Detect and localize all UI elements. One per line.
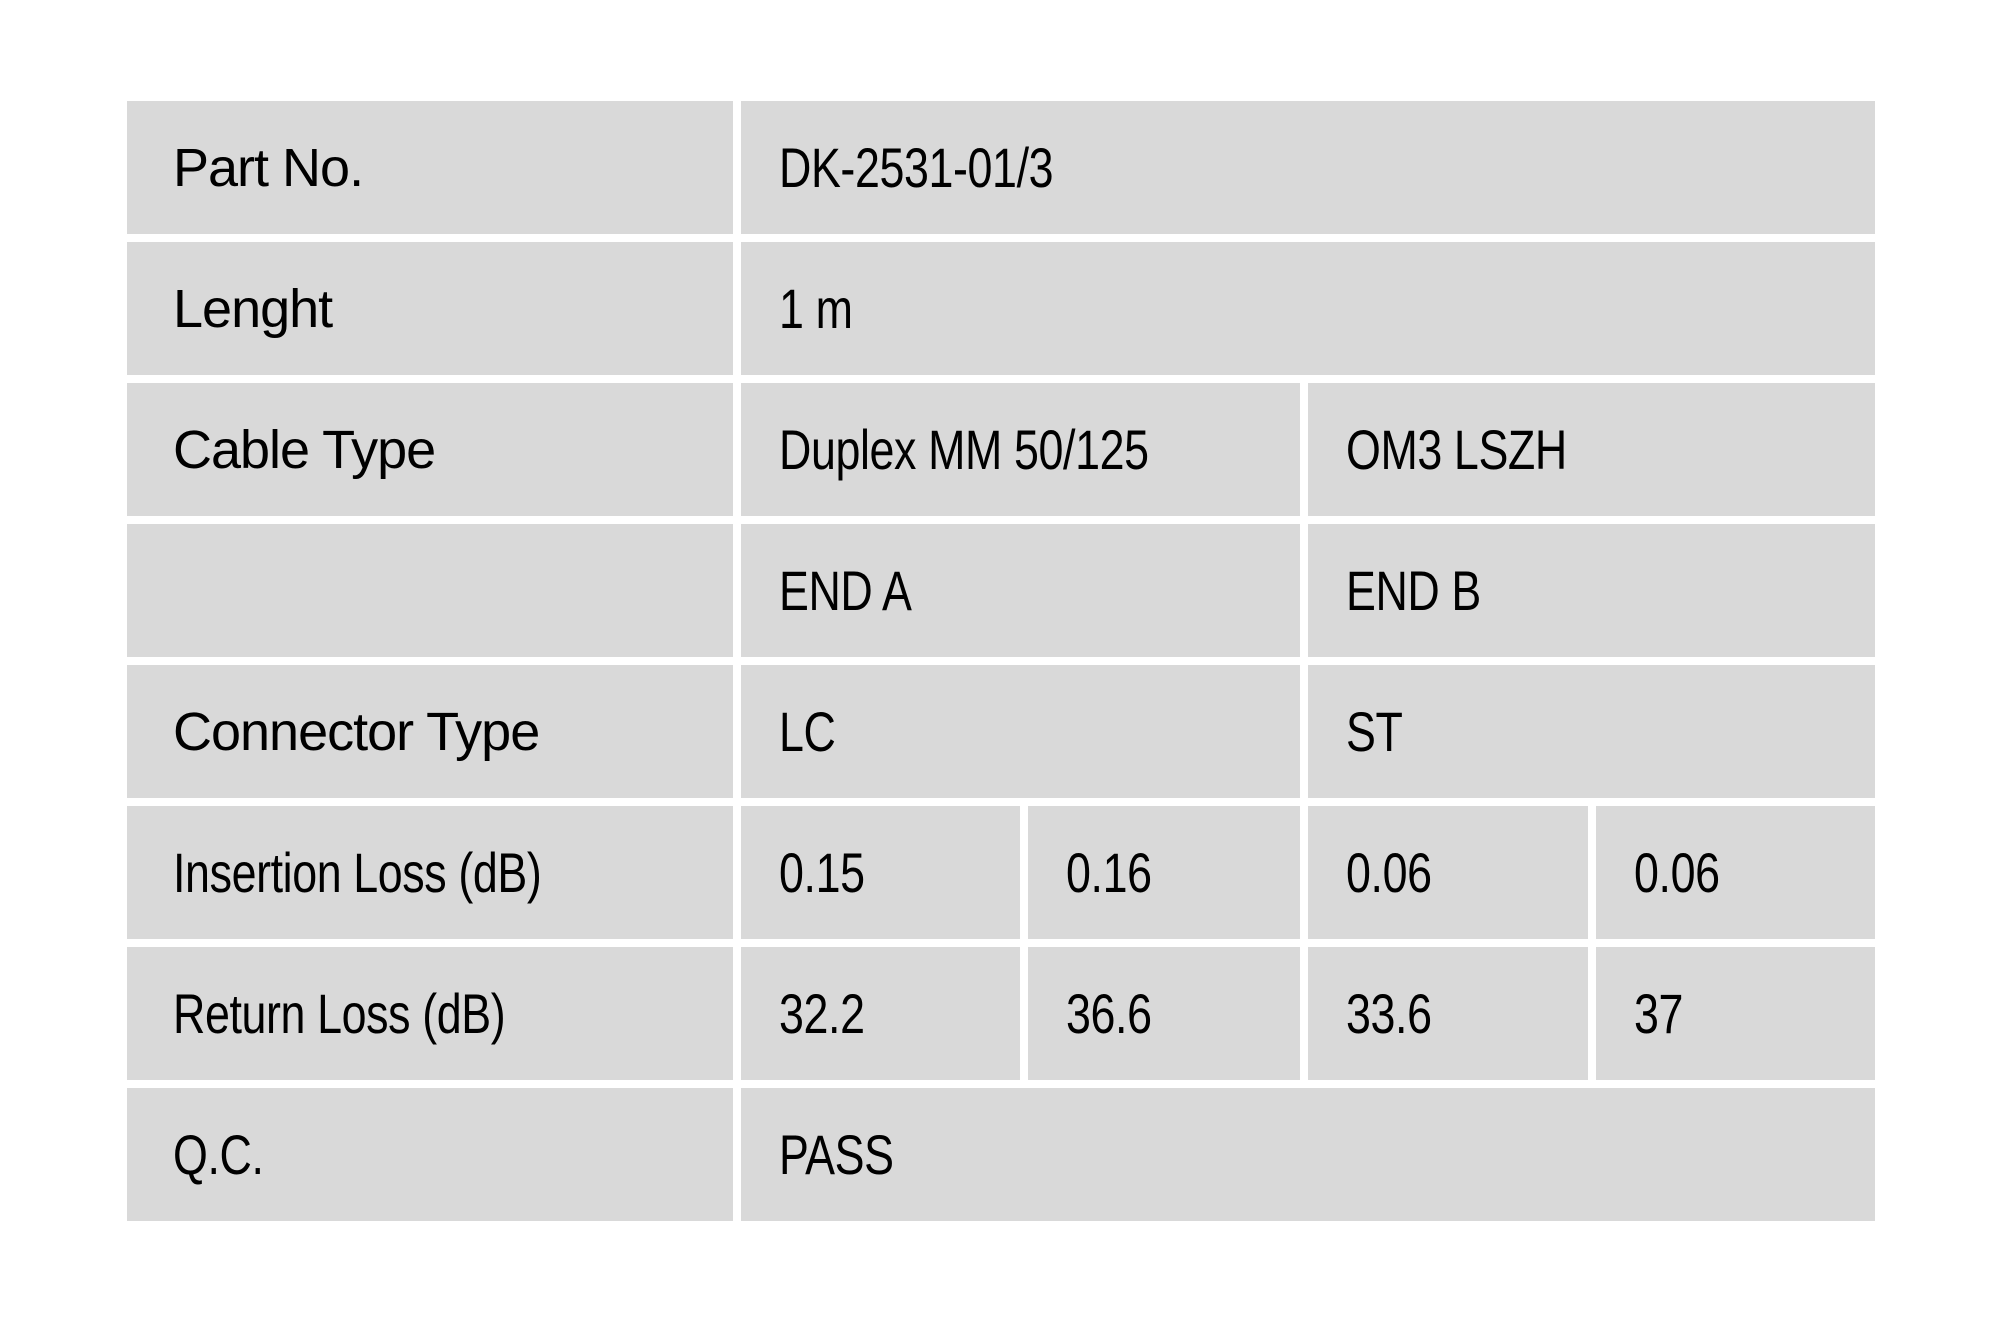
end-b-header: END B: [1346, 558, 1481, 622]
return-loss-end-b2-cell: 37: [1596, 947, 1875, 1080]
cable-type-label-cell: Cable Type: [127, 383, 733, 516]
return-loss-end-a1: 32.2: [779, 981, 865, 1045]
spec-table: Part No. DK-2531-01/3 Lenght 1 m Cable T…: [127, 101, 1875, 1221]
insertion-loss-end-a1-cell: 0.15: [741, 806, 1020, 939]
insertion-loss-label: Insertion Loss (dB): [173, 840, 542, 904]
length-value: 1 m: [779, 276, 853, 340]
insertion-loss-end-b1: 0.06: [1346, 840, 1432, 904]
insertion-loss-end-a2: 0.16: [1066, 840, 1152, 904]
insertion-loss-end-b2-cell: 0.06: [1596, 806, 1875, 939]
return-loss-label-cell: Return Loss (dB): [127, 947, 733, 1080]
insertion-loss-end-b2: 0.06: [1634, 840, 1720, 904]
qc-label-cell: Q.C.: [127, 1088, 733, 1221]
return-loss-label: Return Loss (dB): [173, 981, 506, 1045]
return-loss-end-b1-cell: 33.6: [1308, 947, 1588, 1080]
cable-type-value-2: OM3 LSZH: [1346, 417, 1567, 481]
cable-type-value-cell-1: Duplex MM 50/125: [741, 383, 1300, 516]
part-no-value: DK-2531-01/3: [779, 135, 1054, 199]
return-loss-end-a2: 36.6: [1066, 981, 1152, 1045]
return-loss-end-a1-cell: 32.2: [741, 947, 1020, 1080]
end-b-header-cell: END B: [1308, 524, 1875, 657]
insertion-loss-end-b1-cell: 0.06: [1308, 806, 1588, 939]
qc-result-value: PASS: [779, 1122, 894, 1186]
connector-type-end-b: ST: [1346, 699, 1403, 763]
cable-type-value-cell-2: OM3 LSZH: [1308, 383, 1875, 516]
qc-result-cell: PASS: [741, 1088, 1875, 1221]
part-no-label: Part No.: [173, 137, 364, 198]
return-loss-end-b1: 33.6: [1346, 981, 1432, 1045]
return-loss-end-b2: 37: [1634, 981, 1684, 1045]
cable-type-value-1: Duplex MM 50/125: [779, 417, 1149, 481]
connector-type-label-cell: Connector Type: [127, 665, 733, 798]
part-no-value-cell: DK-2531-01/3: [741, 101, 1875, 234]
length-label: Lenght: [173, 278, 333, 339]
connector-type-label: Connector Type: [173, 701, 540, 762]
cable-type-label: Cable Type: [173, 419, 436, 480]
end-header-empty-cell: [127, 524, 733, 657]
length-value-cell: 1 m: [741, 242, 1875, 375]
connector-type-end-b-cell: ST: [1308, 665, 1875, 798]
part-no-label-cell: Part No.: [127, 101, 733, 234]
insertion-loss-label-cell: Insertion Loss (dB): [127, 806, 733, 939]
connector-type-end-a-cell: LC: [741, 665, 1300, 798]
length-label-cell: Lenght: [127, 242, 733, 375]
return-loss-end-a2-cell: 36.6: [1028, 947, 1300, 1080]
insertion-loss-end-a2-cell: 0.16: [1028, 806, 1300, 939]
end-a-header: END A: [779, 558, 912, 622]
insertion-loss-end-a1: 0.15: [779, 840, 865, 904]
end-a-header-cell: END A: [741, 524, 1300, 657]
qc-label: Q.C.: [173, 1122, 264, 1186]
connector-type-end-a: LC: [779, 699, 836, 763]
